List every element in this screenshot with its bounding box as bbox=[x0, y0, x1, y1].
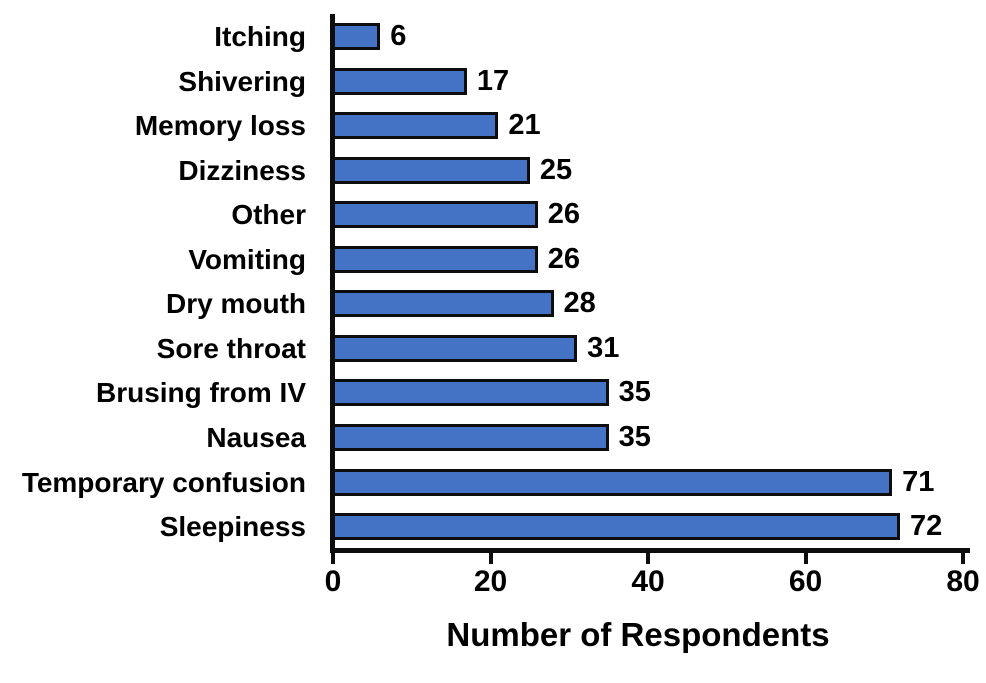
value-label: 28 bbox=[563, 287, 596, 320]
x-axis-tick-label: 40 bbox=[631, 565, 665, 598]
category-label: Vomiting bbox=[188, 243, 306, 275]
x-axis-tick-label: 80 bbox=[946, 565, 980, 598]
bar bbox=[331, 290, 554, 318]
value-label: 6 bbox=[390, 20, 407, 52]
bar bbox=[331, 513, 900, 541]
value-label: 35 bbox=[618, 376, 651, 409]
bar bbox=[331, 423, 609, 451]
x-axis-tick bbox=[646, 553, 650, 564]
value-label: 17 bbox=[476, 64, 510, 97]
y-axis-line bbox=[330, 14, 335, 553]
bar bbox=[331, 245, 538, 273]
value-label: 26 bbox=[547, 242, 581, 275]
category-label: Brusing from IV bbox=[95, 377, 306, 409]
x-axis-line bbox=[330, 548, 970, 553]
bar bbox=[331, 334, 578, 362]
bar bbox=[331, 67, 467, 95]
category-label: Itching bbox=[214, 21, 306, 52]
value-label: 26 bbox=[547, 198, 581, 231]
value-label: 25 bbox=[539, 153, 573, 186]
x-axis-tick bbox=[331, 553, 335, 564]
category-label: Memory loss bbox=[134, 110, 306, 142]
category-label: Other bbox=[231, 199, 306, 231]
category-label: Nausea bbox=[206, 421, 306, 453]
bar bbox=[331, 468, 893, 496]
bar bbox=[331, 112, 499, 140]
value-label: 72 bbox=[910, 510, 943, 543]
bar bbox=[331, 23, 381, 50]
x-axis-title: Number of Respondents bbox=[446, 616, 830, 653]
x-axis-tick-label: 20 bbox=[473, 565, 508, 598]
value-label: 71 bbox=[902, 465, 935, 498]
value-label: 35 bbox=[618, 420, 651, 453]
value-label: 31 bbox=[587, 331, 620, 364]
x-axis-tick-label: 60 bbox=[788, 565, 823, 598]
category-label: Sleepiness bbox=[159, 511, 306, 543]
value-label: 21 bbox=[508, 109, 541, 142]
category-label: Temporary confusion bbox=[21, 466, 306, 498]
category-label: Shivering bbox=[178, 65, 306, 97]
x-axis-tick-label: 0 bbox=[324, 565, 342, 598]
x-axis-tick bbox=[803, 553, 808, 564]
bar bbox=[331, 156, 530, 184]
bar bbox=[331, 201, 538, 229]
category-label: Sore throat bbox=[156, 332, 306, 364]
x-axis-tick bbox=[961, 553, 965, 564]
bar bbox=[331, 379, 609, 407]
x-axis-tick bbox=[488, 553, 493, 564]
category-label: Dry mouth bbox=[166, 288, 306, 320]
category-label: Dizziness bbox=[178, 154, 306, 186]
